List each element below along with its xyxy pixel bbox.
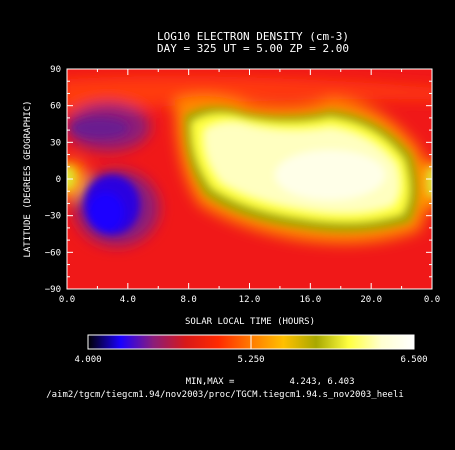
chart-title: LOG10 ELECTRON DENSITY (cm-3): [157, 30, 349, 43]
chart-subtitle: DAY = 325 UT = 5.00 ZP = 2.00: [157, 42, 349, 55]
y-tick-label: 30: [50, 138, 61, 148]
minmax-label: MIN,MAX =: [186, 377, 235, 387]
y-tick-label: −90: [45, 285, 61, 295]
x-tick-label: 0.0: [424, 295, 440, 305]
x-tick-label: 0.0: [59, 295, 75, 305]
y-tick-label: 90: [50, 65, 61, 75]
y-tick-label: −30: [45, 212, 61, 222]
colorbar-mid-label: 5.250: [237, 355, 264, 365]
y-tick-label: 0: [56, 175, 61, 185]
minmax-values: 4.243, 6.403: [289, 377, 354, 387]
axis-ticks: 0.0 4.0 8.0 12.0 16.0 20.0 0.0 90 60 30 0 −30 −60 −90: [45, 65, 440, 305]
heatmap-field: [67, 69, 432, 289]
colorbar-min-label: 4.000: [74, 355, 101, 365]
x-axis-label: SOLAR LOCAL TIME (HOURS): [185, 317, 315, 327]
x-tick-label: 12.0: [239, 295, 261, 305]
x-tick-label: 20.0: [360, 295, 382, 305]
x-tick-label: 4.0: [120, 295, 136, 305]
file-path: /aim2/tgcm/tiegcm1.94/nov2003/proc/TGCM.…: [46, 390, 404, 400]
colorbar-max-label: 6.500: [400, 355, 427, 365]
x-tick-label: 8.0: [181, 295, 197, 305]
x-tick-label: 16.0: [299, 295, 321, 305]
y-tick-label: −60: [45, 248, 61, 258]
y-axis-label: LATITUDE (DEGREES GEOGRAPHIC): [23, 100, 33, 257]
y-tick-label: 60: [50, 102, 61, 112]
